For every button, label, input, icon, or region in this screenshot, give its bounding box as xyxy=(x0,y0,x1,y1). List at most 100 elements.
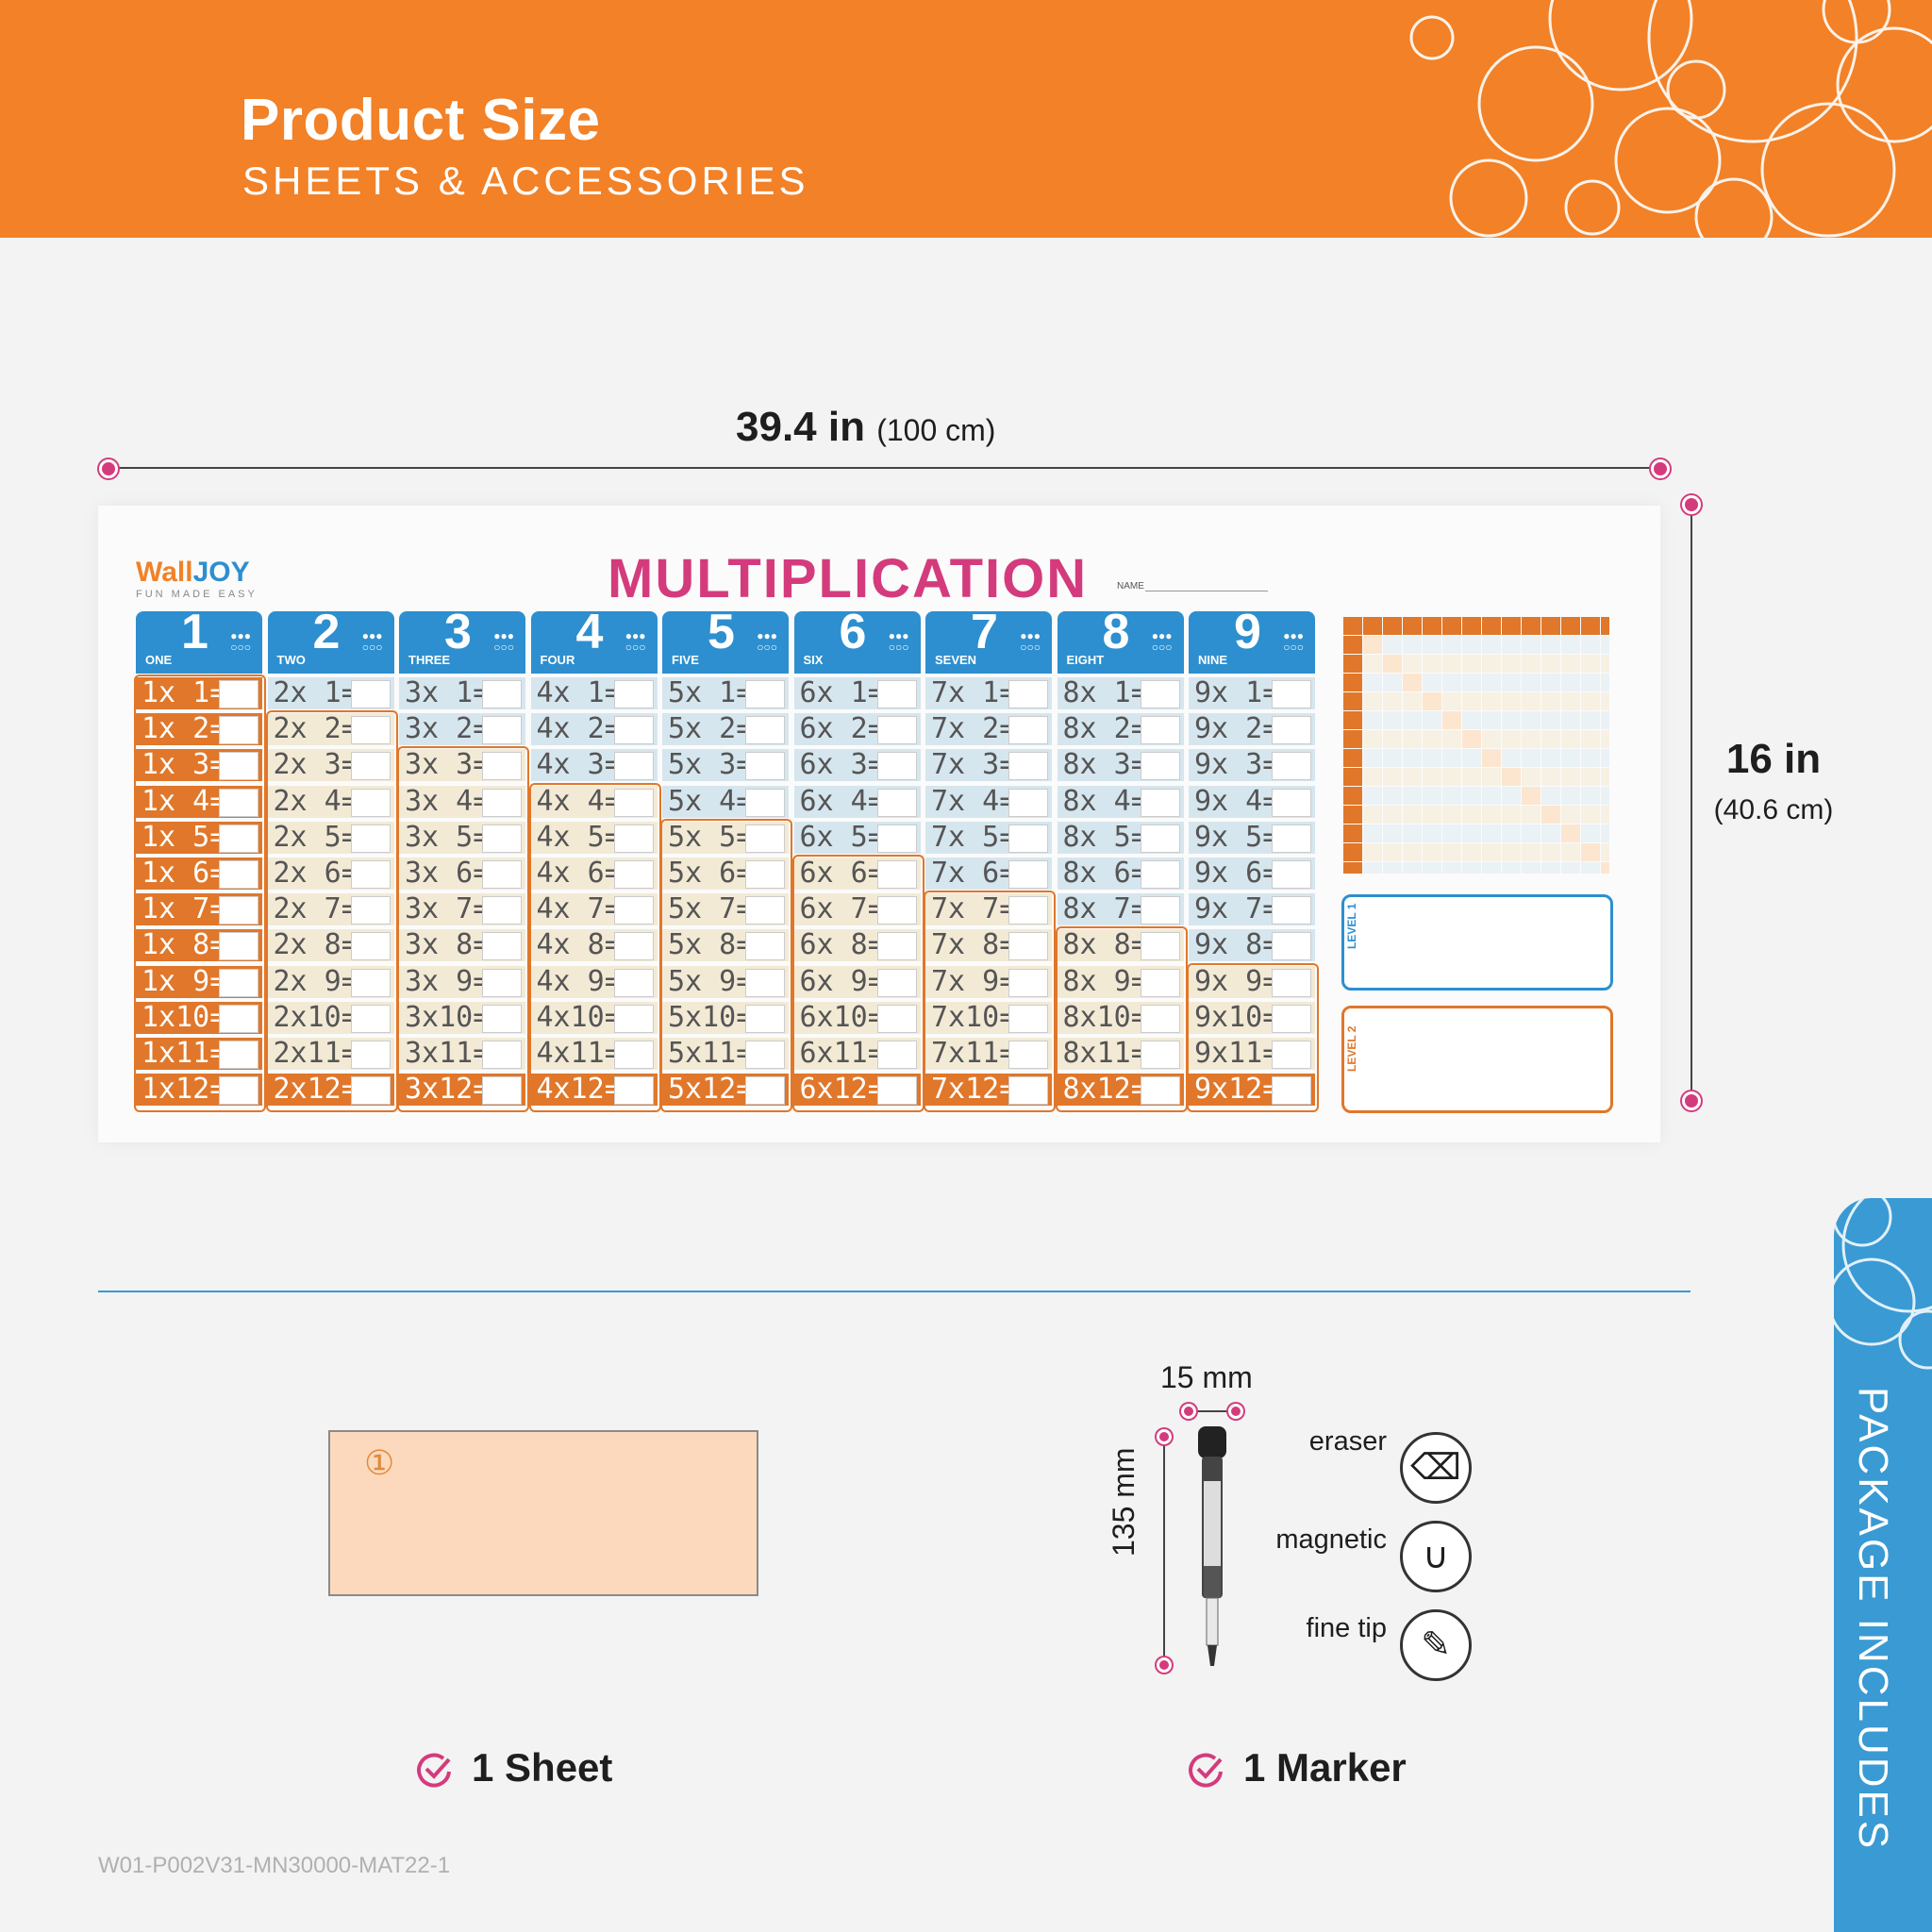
answer-box xyxy=(876,752,917,781)
equation-text: 2x 9= xyxy=(273,964,358,998)
grid-cell xyxy=(1561,749,1580,767)
grid-cell xyxy=(1383,674,1402,691)
answer-box xyxy=(1272,1041,1311,1069)
highlight-outline xyxy=(134,675,266,1113)
grid-cell xyxy=(1561,730,1580,748)
sheet-number: ① xyxy=(364,1443,395,1482)
equation-text: 7x 1= xyxy=(931,676,1017,709)
equation-row: 3x 5= xyxy=(399,820,525,854)
equation-text: 8x 2= xyxy=(1062,712,1148,746)
grid-cell xyxy=(1423,617,1441,635)
equation-row: 1x 6= xyxy=(136,858,262,890)
equation-row: 3x12= xyxy=(399,1073,525,1107)
answer-box xyxy=(350,716,391,745)
grid-cell xyxy=(1383,824,1402,842)
equation-text: 3x10= xyxy=(405,1000,491,1034)
equation-row: 7x10= xyxy=(925,1001,1052,1034)
answer-box xyxy=(1140,680,1180,708)
answer-box xyxy=(1272,788,1311,817)
grid-cell xyxy=(1442,692,1461,710)
answer-box xyxy=(745,932,785,961)
equation-row: 6x 8= xyxy=(793,929,921,962)
grid-cell xyxy=(1541,787,1560,805)
grid-cell xyxy=(1502,730,1521,748)
height-dot-top xyxy=(1682,495,1701,514)
answer-box xyxy=(1140,896,1180,925)
equation-text: 2x 1= xyxy=(273,676,358,709)
answer-box xyxy=(876,932,917,961)
grid-cell xyxy=(1541,711,1560,729)
grid-cell xyxy=(1581,617,1600,635)
grid-cell xyxy=(1581,824,1600,842)
grid-cell xyxy=(1541,862,1560,874)
equation-row: 8x 1= xyxy=(1057,677,1184,709)
grid-cell xyxy=(1462,711,1481,729)
grid-cell xyxy=(1363,617,1382,635)
answer-box xyxy=(482,680,522,708)
equation-text: 3x 4= xyxy=(405,784,491,818)
equation-row: 7x 3= xyxy=(925,749,1052,782)
answer-box xyxy=(350,1076,391,1106)
grid-cell xyxy=(1462,636,1481,654)
answer-box xyxy=(876,1041,917,1069)
equation-text: 6x 1= xyxy=(799,676,885,709)
dots-icon: ●●● ○○○ xyxy=(1283,629,1304,654)
grid-cell xyxy=(1541,843,1560,861)
grid-cell xyxy=(1343,674,1362,691)
answer-box xyxy=(1140,1076,1180,1106)
grid-cell xyxy=(1581,787,1600,805)
equation-text: 6x 4= xyxy=(799,784,885,818)
equation-row: 6x12= xyxy=(793,1074,921,1107)
grid-cell xyxy=(1482,787,1501,805)
grid-cell xyxy=(1423,806,1441,824)
grid-cell xyxy=(1403,824,1422,842)
brand-tagline: FUN MADE EASY xyxy=(136,589,258,600)
equation-text: 6x10= xyxy=(799,1000,885,1034)
grid-cell xyxy=(1561,806,1580,824)
grid-cell xyxy=(1561,768,1580,786)
grid-cell xyxy=(1482,674,1501,691)
equation-row: 5x 6= xyxy=(662,858,789,890)
answer-box xyxy=(1140,716,1180,745)
answer-box xyxy=(350,860,391,889)
brand-wall: Wall xyxy=(136,557,193,588)
grid-cell xyxy=(1482,806,1501,824)
answer-box xyxy=(482,1076,522,1106)
grid-cell xyxy=(1541,749,1560,767)
grid-cell xyxy=(1502,711,1521,729)
grid-cell xyxy=(1601,730,1609,748)
equation-text: 5x12= xyxy=(668,1073,754,1107)
grid-cell xyxy=(1502,674,1521,691)
column-word: SEVEN xyxy=(935,653,977,667)
grid-cell xyxy=(1423,787,1441,805)
width-dot-left xyxy=(99,459,118,478)
equation-row: 2x10= xyxy=(267,1001,394,1034)
grid-cell xyxy=(1423,749,1441,767)
pen-tip-icon: ✎ xyxy=(1400,1609,1472,1681)
grid-cell xyxy=(1383,636,1402,654)
answer-box xyxy=(1008,1041,1048,1069)
grid-cell xyxy=(1561,655,1580,673)
equation-text: 1x 7= xyxy=(142,892,227,926)
column-number: 5 xyxy=(708,605,735,659)
section-divider xyxy=(98,1291,1690,1292)
column-number: 3 xyxy=(444,605,472,659)
equation-text: 8x 3= xyxy=(1062,748,1148,782)
grid-cell xyxy=(1403,730,1422,748)
equation-text: 3x 1= xyxy=(405,676,491,709)
grid-cell xyxy=(1403,617,1422,635)
grid-cell xyxy=(1541,617,1560,635)
equation-row: 4x 4= xyxy=(530,785,658,818)
equation-row: 4x12= xyxy=(530,1074,658,1107)
answer-box xyxy=(482,932,522,961)
equation-text: 3x12= xyxy=(405,1073,491,1107)
grid-cell xyxy=(1482,730,1501,748)
grid-cell xyxy=(1561,862,1580,874)
grid-cell xyxy=(1403,806,1422,824)
answer-box xyxy=(1008,932,1048,961)
grid-cell xyxy=(1502,787,1521,805)
equation-text: 2x11= xyxy=(273,1037,358,1070)
column-header-6: 6 SIX ●●● ○○○ xyxy=(793,605,921,674)
equation-text: 3x 5= xyxy=(405,820,491,854)
height-dimension-line xyxy=(1690,504,1692,1100)
